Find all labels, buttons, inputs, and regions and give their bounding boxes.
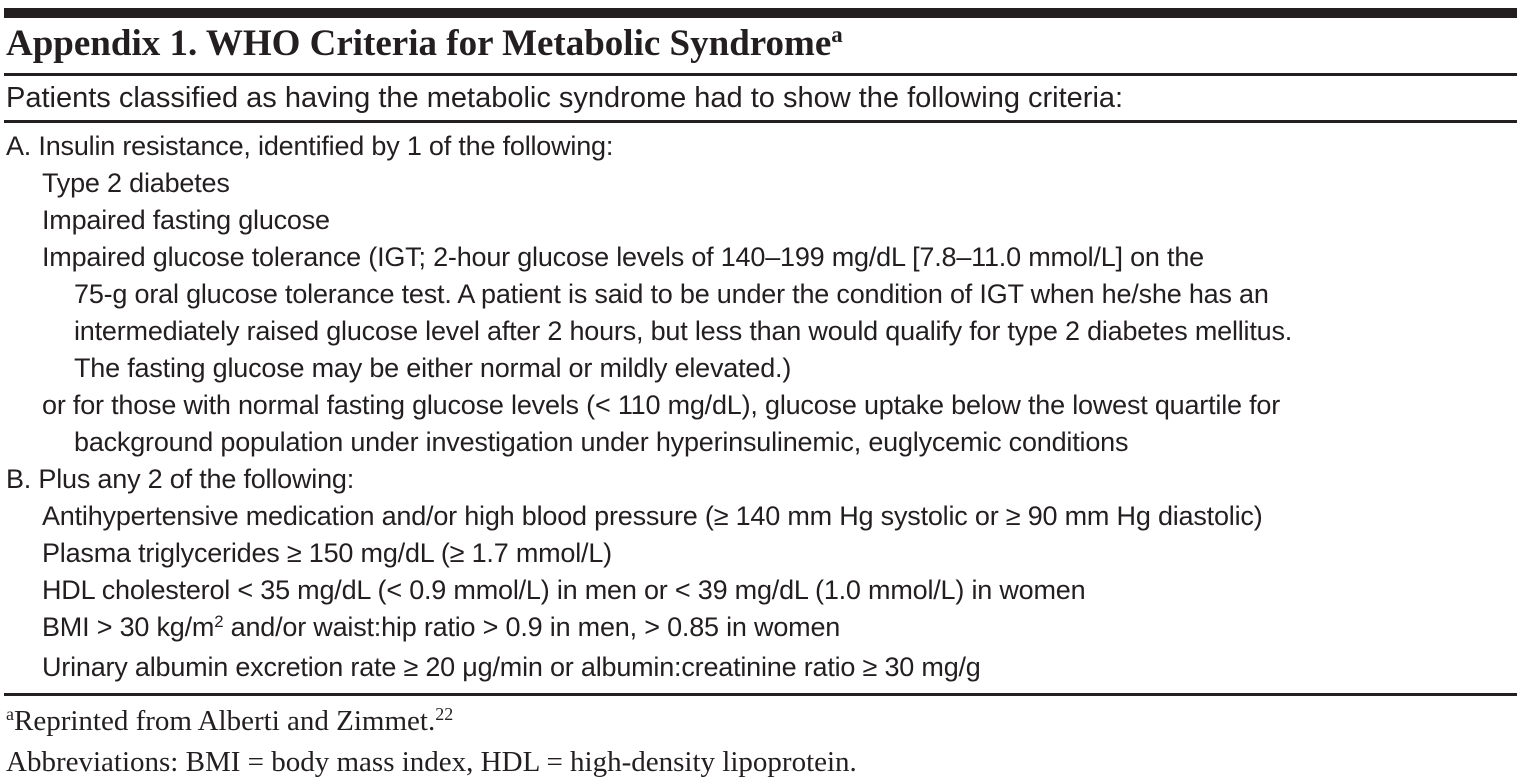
criteria-list: A. Insulin resistance, identified by 1 o… — [4, 123, 1517, 693]
superscript-text: a — [6, 704, 14, 725]
superscript-text: 2 — [214, 611, 224, 631]
line-text: 75-g oral glucose tolerance test. A pati… — [74, 279, 1269, 309]
line-text: The fasting glucose may be either normal… — [74, 353, 792, 383]
line-text: background population under investigatio… — [74, 427, 1129, 457]
footnote-line-1: aReprinted from Alberti and Zimmet.22 — [6, 702, 1517, 743]
criteria-line-11: Antihypertensive medication and/or high … — [4, 498, 1517, 535]
footnote-line-2: Abbreviations: BMI = body mass index, HD… — [6, 743, 1517, 780]
line-text: Abbreviations: BMI = body mass index, HD… — [6, 746, 857, 778]
criteria-line-10: B. Plus any 2 of the following: — [4, 461, 1517, 498]
criteria-line-13: HDL cholesterol < 35 mg/dL (< 0.9 mmol/L… — [4, 572, 1517, 609]
footnotes: aReprinted from Alberti and Zimmet.22 Abb… — [4, 696, 1517, 780]
criteria-line-5: 75-g oral glucose tolerance test. A pati… — [4, 276, 1517, 313]
table-subtitle: Patients classified as having the metabo… — [6, 82, 1124, 114]
line-text: Impaired glucose tolerance (IGT; 2-hour … — [42, 242, 1204, 272]
line-text: HDL cholesterol < 35 mg/dL (< 0.9 mmol/L… — [42, 575, 1086, 605]
line-text: Reprinted from Alberti and Zimmet. — [13, 705, 436, 737]
criteria-line-4: Impaired glucose tolerance (IGT; 2-hour … — [4, 239, 1517, 276]
criteria-line-15: Urinary albumin excretion rate ≥ 20 μg/m… — [4, 649, 1517, 686]
criteria-line-6: intermediately raised glucose level afte… — [4, 313, 1517, 350]
footnote-divider-rule — [4, 693, 1517, 696]
criteria-line-8: or for those with normal fasting glucose… — [4, 387, 1517, 424]
criteria-line-2: Type 2 diabetes — [4, 165, 1517, 202]
criteria-line-9: background population under investigatio… — [4, 424, 1517, 461]
superscript-text: 22 — [435, 704, 454, 725]
table-title-footnote-marker: a — [831, 22, 843, 48]
line-text: Urinary albumin excretion rate ≥ 20 μg/m… — [42, 652, 981, 682]
line-text: or for those with normal fasting glucose… — [42, 390, 1281, 420]
criteria-line-3: Impaired fasting glucose — [4, 202, 1517, 239]
line-text: B. Plus any 2 of the following: — [6, 464, 355, 494]
line-text: Plasma triglycerides ≥ 150 mg/dL (≥ 1.7 … — [42, 538, 612, 568]
title-divider-rule — [4, 73, 1517, 76]
line-text: intermediately raised glucose level afte… — [74, 316, 1293, 346]
table-title: Appendix 1. WHO Criteria for Metabolic S… — [4, 18, 1517, 73]
line-text: Type 2 diabetes — [42, 168, 230, 198]
table-title-text: Appendix 1. WHO Criteria for Metabolic S… — [6, 23, 832, 64]
line-text: A. Insulin resistance, identified by 1 o… — [6, 131, 614, 161]
subtitle-divider-rule — [4, 120, 1517, 123]
line-text: Impaired fasting glucose — [42, 205, 330, 235]
criteria-line-7: The fasting glucose may be either normal… — [4, 350, 1517, 387]
criteria-line-1: A. Insulin resistance, identified by 1 o… — [4, 128, 1517, 165]
top-thick-rule — [4, 8, 1517, 18]
line-text: Antihypertensive medication and/or high … — [42, 501, 1263, 531]
line-text: BMI > 30 kg/m — [42, 612, 215, 642]
criteria-line-12: Plasma triglycerides ≥ 150 mg/dL (≥ 1.7 … — [4, 535, 1517, 572]
criteria-line-14: BMI > 30 kg/m2 and/or waist:hip ratio > … — [4, 609, 1517, 649]
line-text: and/or waist:hip ratio > 0.9 in men, > 0… — [223, 612, 841, 642]
